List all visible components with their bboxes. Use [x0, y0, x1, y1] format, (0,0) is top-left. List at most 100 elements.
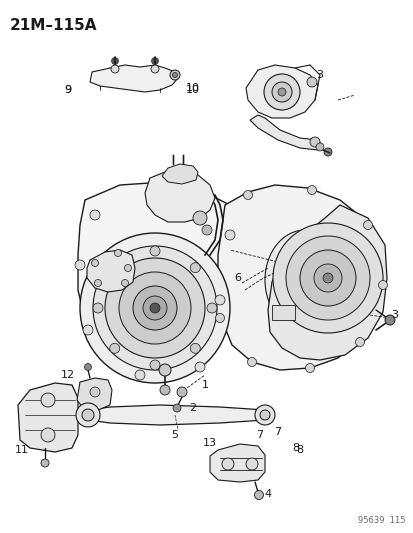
Circle shape: [170, 178, 180, 188]
Text: 5: 5: [171, 430, 178, 440]
Circle shape: [384, 315, 394, 325]
Circle shape: [243, 190, 252, 199]
Circle shape: [363, 221, 372, 230]
Polygon shape: [249, 115, 321, 150]
Circle shape: [84, 364, 91, 370]
Polygon shape: [145, 170, 214, 222]
Circle shape: [90, 387, 100, 397]
Circle shape: [111, 58, 118, 64]
Circle shape: [133, 286, 177, 330]
Circle shape: [254, 490, 263, 499]
Circle shape: [271, 82, 291, 102]
Circle shape: [309, 137, 319, 147]
Text: 1: 1: [201, 380, 208, 390]
Polygon shape: [78, 182, 237, 378]
Polygon shape: [77, 378, 112, 410]
Polygon shape: [271, 305, 294, 320]
Polygon shape: [209, 444, 264, 482]
Circle shape: [114, 249, 121, 256]
Circle shape: [121, 279, 128, 287]
Circle shape: [124, 264, 131, 271]
Circle shape: [151, 58, 158, 64]
Circle shape: [306, 77, 316, 87]
Polygon shape: [87, 250, 135, 292]
Text: 7: 7: [274, 427, 281, 437]
Polygon shape: [18, 383, 78, 452]
Circle shape: [159, 385, 170, 395]
Circle shape: [76, 403, 100, 427]
Polygon shape: [245, 65, 317, 118]
Text: 13: 13: [202, 438, 216, 448]
Circle shape: [150, 360, 159, 370]
Text: 21M–115A: 21M–115A: [10, 18, 97, 33]
Circle shape: [254, 405, 274, 425]
Circle shape: [224, 230, 235, 240]
Text: 9: 9: [64, 85, 71, 95]
Circle shape: [159, 364, 171, 376]
Text: 8: 8: [296, 445, 303, 455]
Text: 6: 6: [234, 273, 241, 283]
Circle shape: [277, 88, 285, 96]
Text: 7: 7: [256, 430, 263, 440]
Circle shape: [90, 210, 100, 220]
Polygon shape: [88, 405, 264, 425]
Circle shape: [142, 296, 166, 320]
Circle shape: [94, 279, 101, 287]
Text: 3: 3: [316, 70, 323, 80]
Circle shape: [109, 263, 119, 273]
Polygon shape: [161, 164, 197, 184]
Text: 8: 8: [292, 443, 299, 453]
Text: 2: 2: [189, 403, 196, 413]
Polygon shape: [267, 205, 386, 360]
Circle shape: [111, 65, 119, 73]
Circle shape: [177, 387, 187, 397]
Circle shape: [119, 272, 190, 344]
Text: 11: 11: [15, 445, 29, 455]
Circle shape: [41, 428, 55, 442]
Circle shape: [263, 74, 299, 110]
Circle shape: [93, 246, 216, 370]
Circle shape: [315, 143, 323, 151]
Ellipse shape: [274, 241, 334, 319]
Circle shape: [259, 410, 269, 420]
Circle shape: [82, 409, 94, 421]
Polygon shape: [218, 185, 379, 370]
Circle shape: [307, 185, 316, 195]
Text: 10: 10: [185, 83, 199, 93]
Circle shape: [221, 458, 233, 470]
Circle shape: [135, 370, 145, 380]
Ellipse shape: [264, 230, 344, 330]
Circle shape: [75, 260, 85, 270]
Circle shape: [285, 236, 369, 320]
Circle shape: [151, 65, 159, 73]
Circle shape: [355, 337, 363, 346]
Circle shape: [150, 246, 159, 256]
Circle shape: [190, 263, 200, 273]
Circle shape: [91, 260, 98, 266]
Circle shape: [215, 313, 224, 322]
Circle shape: [83, 325, 93, 335]
Circle shape: [323, 148, 331, 156]
Circle shape: [214, 295, 224, 305]
Circle shape: [313, 264, 341, 292]
Circle shape: [272, 223, 382, 333]
Circle shape: [41, 459, 49, 467]
Circle shape: [377, 280, 387, 289]
Circle shape: [105, 258, 204, 358]
Text: 9: 9: [64, 85, 71, 95]
Text: 95639  115: 95639 115: [358, 516, 405, 525]
Circle shape: [190, 343, 200, 353]
Circle shape: [202, 225, 211, 235]
Circle shape: [41, 393, 55, 407]
Circle shape: [93, 303, 103, 313]
Circle shape: [206, 303, 216, 313]
Circle shape: [305, 364, 314, 373]
Circle shape: [173, 404, 180, 412]
Circle shape: [172, 72, 177, 77]
Circle shape: [245, 458, 257, 470]
Text: 12: 12: [61, 370, 75, 380]
Circle shape: [80, 233, 230, 383]
Circle shape: [150, 303, 159, 313]
Text: 4: 4: [264, 489, 271, 499]
Polygon shape: [90, 65, 178, 92]
